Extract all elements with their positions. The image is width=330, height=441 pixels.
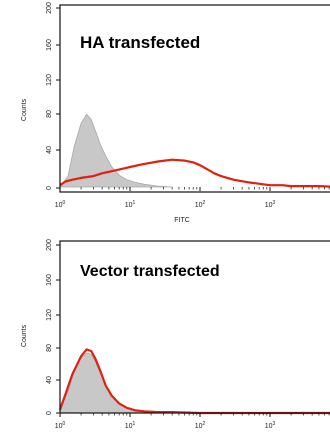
panel-title: Vector transfected: [80, 263, 220, 280]
y-tick-label: 120: [46, 309, 53, 321]
x-axis-label: FITC: [174, 217, 190, 224]
panel-title: HA transfected: [80, 33, 200, 52]
panel-vector-transfected: Vector transfected Counts 0 40 80 120 160 200…: [21, 239, 330, 430]
x-tick-label: 100: [55, 421, 66, 430]
panel-frame: [59, 4, 330, 193]
control-histogram-fill: [59, 352, 173, 414]
y-tick-label: 40: [46, 146, 53, 154]
x-tick-label: 102: [195, 200, 206, 209]
x-tick-label: 103: [265, 200, 276, 209]
y-tick-label: 120: [46, 74, 53, 86]
y-tick-label: 80: [46, 110, 53, 118]
y-tick-label: 0: [46, 411, 53, 415]
y-tick-label: 160: [46, 39, 53, 51]
y-tick-label: 80: [46, 344, 53, 352]
x-tick-label: 102: [195, 421, 206, 430]
y-tick-label: 40: [46, 376, 53, 384]
control-histogram-fill: [59, 113, 173, 188]
x-tick-label: 101: [125, 200, 136, 209]
y-axis-label: Counts: [21, 324, 28, 347]
y-tick-label: 160: [46, 274, 53, 286]
y-axis-label: Counts: [21, 98, 28, 121]
x-tick-label: 103: [265, 421, 276, 430]
panel-ha-transfected: HA transfected Counts FITC 0 40 80 120 160 20…: [21, 2, 330, 224]
sample-histogram-line: [59, 158, 330, 188]
sample-histogram-line: [58, 348, 330, 415]
y-tick-label: 200: [46, 239, 53, 251]
y-tick-label: 0: [46, 186, 53, 190]
y-tick-label: 200: [46, 2, 53, 14]
x-tick-label: 101: [125, 421, 136, 430]
x-tick-label: 100: [55, 200, 66, 209]
